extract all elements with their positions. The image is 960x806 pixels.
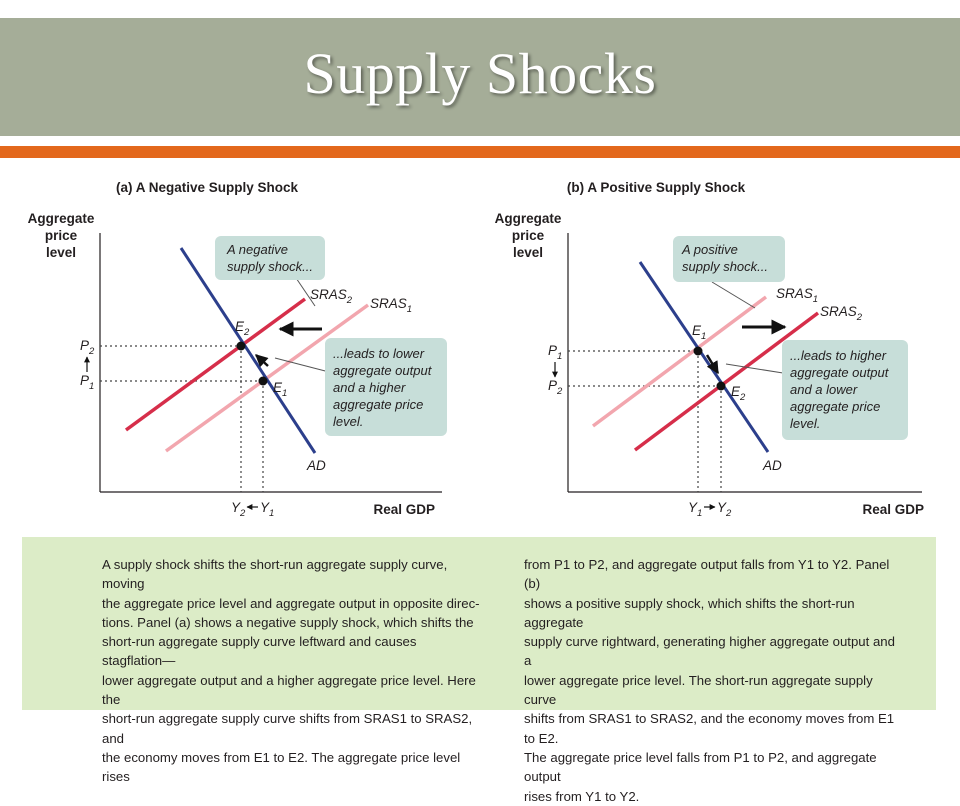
- caption-box: A supply shock shifts the short-run aggr…: [22, 537, 936, 804]
- caption-line: lower aggregate output and a higher aggr…: [102, 672, 476, 708]
- panel-b-sras1-curve: [591, 295, 768, 428]
- caption-line: short-run aggregate supply curve leftwar…: [102, 634, 417, 669]
- panel-a-ad-curve: [179, 247, 317, 454]
- panel-b-callout-top-line1: A positive: [681, 242, 738, 257]
- caption-line: The aggregate price level falls from P1 …: [524, 749, 877, 785]
- caption-line: rises from Y1 to Y2.: [524, 788, 640, 804]
- panel-b-y-label-2: price: [512, 228, 545, 243]
- panel-a-callout-top-line1: A negative: [226, 242, 288, 257]
- panel-a-y1-label: Y1: [260, 500, 274, 519]
- panel-b-callout-side-line1: ...leads to higher: [790, 348, 887, 363]
- panel-a-callout-top-line2: supply shock...: [227, 259, 313, 274]
- panel-b-callout-side-line2: aggregate output: [790, 365, 890, 380]
- orange-rule: [0, 146, 960, 158]
- panel-b-title: (b) A Positive Supply Shock: [567, 180, 746, 195]
- panel-a-callout-side-line4: aggregate price: [333, 397, 423, 412]
- caption-line: short-run aggregate supply curve shifts …: [102, 711, 473, 746]
- panel-b-y2-label: Y2: [717, 500, 732, 519]
- panel-a-x-label: Real GDP: [373, 502, 435, 517]
- panel-b-e2-point: [716, 381, 726, 391]
- panel-b-sras2-curve: [633, 311, 820, 452]
- panel-b-callout-top-line2: supply shock...: [682, 259, 768, 274]
- title-band: [0, 18, 960, 136]
- caption-line: tions. Panel (a) shows a negative supply…: [102, 614, 474, 630]
- panel-a-title: (a) A Negative Supply Shock: [116, 180, 299, 195]
- panel-a-e2-label: E2: [235, 319, 250, 338]
- panel-b-p1-label: P1: [548, 343, 562, 362]
- caption-line: shifts from SRAS1 to SRAS2, and the econ…: [524, 711, 895, 746]
- panel-a-y-label-1: Aggregate: [28, 211, 95, 226]
- caption-line: lower aggregate price level. The short-r…: [524, 672, 873, 708]
- panel-a-callout-side-line2: aggregate output: [333, 363, 433, 378]
- panel-a-callout-side: [325, 338, 447, 436]
- panel-b-callout-side-line3: and a lower: [790, 382, 858, 397]
- slide-title: Supply Shocks: [303, 41, 657, 106]
- panel-b-callout-side-line4: aggregate price: [790, 399, 880, 414]
- panel-a-e1-label: E1: [273, 380, 287, 399]
- panel-b-callout-side-pointer: [725, 363, 784, 374]
- caption-line: supply curve rightward, generating highe…: [524, 634, 895, 669]
- panel-a-e1-point: [258, 376, 268, 386]
- panel-a-y2-label: Y2: [231, 500, 246, 519]
- panel-b: (b) A Positive Supply Shock Aggregate pr…: [495, 180, 924, 519]
- panel-a-callout-top: [215, 236, 325, 280]
- panel-a-callout-side-line3: and a higher: [333, 380, 406, 395]
- panel-b-e1-label: E1: [692, 323, 706, 342]
- caption-line: A supply shock shifts the short-run aggr…: [102, 557, 448, 592]
- caption-line: the aggregate price level and aggregate …: [102, 595, 480, 611]
- panel-b-x-label: Real GDP: [862, 502, 924, 517]
- panel-a-move-arrow: [255, 354, 269, 368]
- panel-a-ad-label: AD: [306, 458, 326, 473]
- panel-b-p2-label: P2: [548, 378, 563, 397]
- panel-b-y-label-3: level: [513, 245, 543, 260]
- panel-a-y-label-3: level: [46, 245, 76, 260]
- panel-a-sras2-curve: [124, 297, 307, 432]
- panel-a-sras2-label: SRAS2: [310, 287, 353, 306]
- caption-left-column: A supply shock shifts the short-run aggr…: [102, 555, 480, 787]
- panel-b-y1-label: Y1: [688, 500, 702, 519]
- panel-b-sras2-label: SRAS2: [820, 304, 863, 323]
- panel-b-callout-top-pointer: [711, 281, 756, 309]
- panel-b-y-label-1: Aggregate: [495, 211, 562, 226]
- supply-shock-figure: (a) A Negative Supply Shock Aggregate pr…: [28, 180, 924, 519]
- panel-b-e2-label: E2: [731, 384, 746, 403]
- panel-a-p2-label: P2: [80, 338, 95, 357]
- panel-b-callout-side-line5: level.: [790, 416, 820, 431]
- panel-b-ad-curve: [638, 261, 770, 453]
- caption-right-column: from P1 to P2, and aggregate output fall…: [524, 555, 902, 806]
- panel-b-e1-point: [693, 346, 703, 356]
- panel-a-sras1-label: SRAS1: [370, 296, 412, 315]
- panel-b-sras1-label: SRAS1: [776, 286, 818, 305]
- panel-a-callout-side-line1: ...leads to lower: [333, 346, 425, 361]
- panel-a-callout-side-line5: level.: [333, 414, 363, 429]
- panel-a-y-label-2: price: [45, 228, 78, 243]
- panel-b-callout-side: [782, 340, 908, 440]
- panel-a-p1-label: P1: [80, 373, 94, 392]
- panel-a-e2-point: [236, 341, 246, 351]
- panel-b-callout-top: [673, 236, 785, 282]
- caption-line: shows a positive supply shock, which shi…: [524, 595, 855, 630]
- panel-b-move-arrow: [705, 354, 720, 375]
- caption-line: the economy moves from E1 to E2. The agg…: [102, 749, 461, 785]
- panel-b-ad-label: AD: [762, 458, 782, 473]
- caption-line: from P1 to P2, and aggregate output fall…: [524, 557, 890, 592]
- panel-a: (a) A Negative Supply Shock Aggregate pr…: [28, 180, 447, 519]
- panel-a-callout-side-pointer: [274, 357, 334, 374]
